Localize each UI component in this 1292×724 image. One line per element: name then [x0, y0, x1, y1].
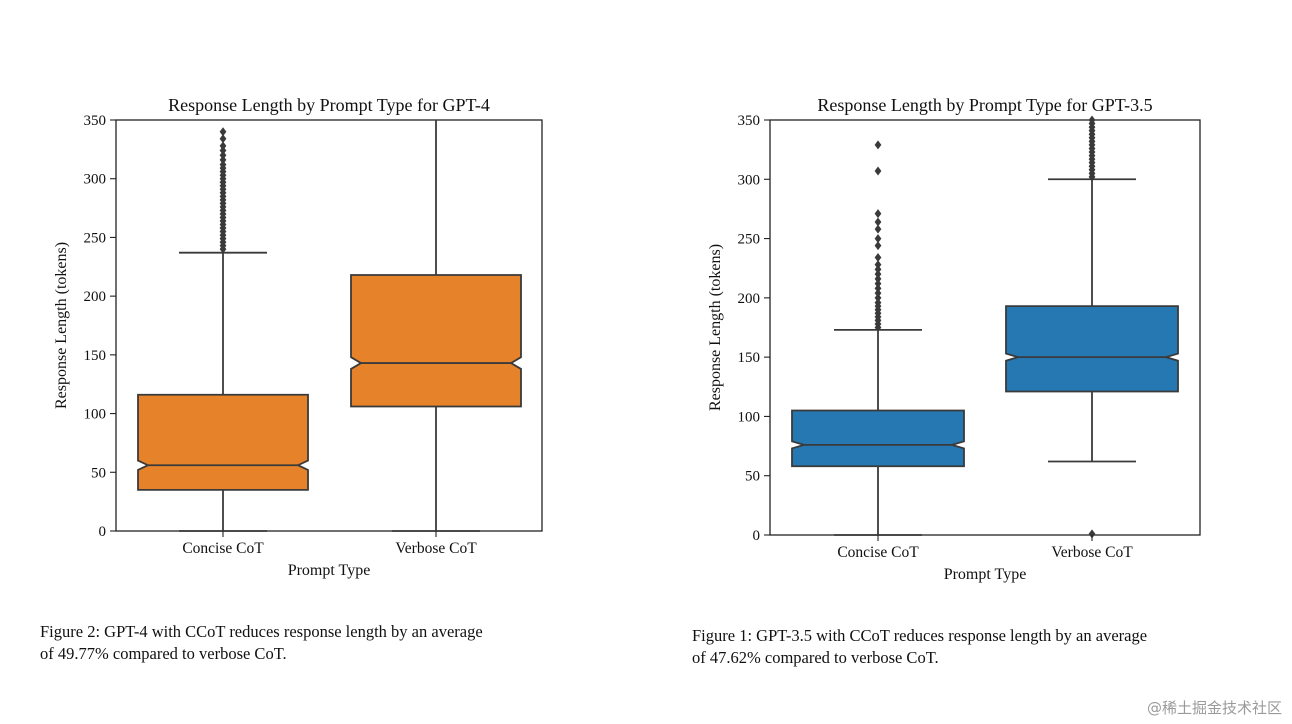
- outlier-point: [874, 209, 882, 219]
- chart-title-gpt4: Response Length by Prompt Type for GPT-4: [168, 95, 490, 115]
- y-tick-label-gpt4: 0: [99, 524, 107, 540]
- chart-gpt4: 0 50 100 150 200 250 300 350 Concise CoT Verbose …: [53, 95, 543, 579]
- y-tick-label-gpt4: 150: [84, 348, 107, 364]
- caption-gpt35-line-1: Figure 1: GPT-3.5 with CCoT reduces resp…: [692, 626, 1148, 645]
- caption-gpt4: Figure 2: GPT-4 with CCoT reduces respon…: [40, 621, 483, 665]
- outlier-point: [219, 160, 227, 170]
- y-tick-label-gpt4: 300: [84, 172, 107, 188]
- watermark: @稀土掘金技术社区: [1146, 699, 1282, 717]
- caption-gpt35-line-2: of 47.62% compared to verbose CoT.: [692, 648, 939, 667]
- outlier-point: [219, 155, 227, 165]
- box-gpt35-1: [1005, 115, 1179, 539]
- x-tick-label-gpt35: Verbose CoT: [1051, 544, 1133, 561]
- y-tick-label-gpt35: 150: [738, 350, 761, 366]
- outlier-point: [874, 274, 882, 284]
- outlier-point: [219, 134, 227, 144]
- outlier-point: [874, 298, 882, 308]
- outlier-point: [874, 279, 882, 289]
- y-tick-label-gpt4: 200: [84, 289, 107, 305]
- y-tick-label-gpt35: 350: [738, 113, 761, 129]
- caption-gpt4-line-2: of 49.77% compared to verbose CoT.: [40, 644, 287, 663]
- notched-box: [791, 409, 965, 468]
- y-tick-label-gpt35: 0: [753, 528, 761, 544]
- x-tick-label-gpt35: Concise CoT: [837, 544, 919, 561]
- outlier-point: [874, 264, 882, 274]
- caption-gpt4-line-1: Figure 2: GPT-4 with CCoT reduces respon…: [40, 622, 483, 641]
- y-tick-label-gpt35: 200: [738, 291, 761, 307]
- y-tick-label-gpt35: 50: [745, 469, 760, 485]
- notched-box: [137, 393, 309, 491]
- outlier-point: [219, 146, 227, 156]
- box-gpt4-0: [137, 127, 309, 532]
- y-tick-label-gpt35: 100: [738, 409, 761, 425]
- y-axis-label-gpt4: Response Length (tokens): [53, 242, 70, 409]
- y-tick-label-gpt4: 350: [84, 113, 107, 129]
- y-tick-label-gpt4: 100: [84, 407, 107, 423]
- outlier-point: [874, 288, 882, 298]
- outlier-point: [874, 224, 882, 234]
- outlier-point: [1088, 115, 1096, 125]
- outlier-point: [874, 293, 882, 303]
- chart-gpt35: 0 50 100 150 200 250 300 350 Concise CoT Verbose …: [707, 95, 1201, 583]
- outlier-point: [874, 234, 882, 244]
- notched-box: [350, 274, 522, 408]
- x-tick-label-gpt4: Verbose CoT: [395, 540, 477, 557]
- y-tick-label-gpt35: 250: [738, 232, 761, 248]
- chart-title-gpt35: Response Length by Prompt Type for GPT-3…: [817, 95, 1152, 115]
- outlier-point: [874, 241, 882, 251]
- outlier-point: [874, 140, 882, 150]
- outlier-point: [874, 217, 882, 227]
- caption-gpt35: Figure 1: GPT-3.5 with CCoT reduces resp…: [692, 625, 1147, 669]
- x-axis-label-gpt4: Prompt Type: [288, 562, 371, 579]
- outlier-point: [1088, 529, 1096, 539]
- outlier-point: [219, 141, 227, 151]
- outlier-point: [874, 269, 882, 279]
- x-axis-label-gpt35: Prompt Type: [944, 566, 1027, 583]
- outlier-point: [874, 166, 882, 176]
- y-tick-label-gpt4: 50: [91, 465, 106, 481]
- notched-box: [1005, 305, 1179, 393]
- outlier-point: [874, 283, 882, 293]
- outlier-point: [219, 150, 227, 160]
- outlier-point: [874, 260, 882, 270]
- outlier-point: [219, 127, 227, 137]
- y-tick-label-gpt35: 300: [738, 172, 761, 188]
- y-tick-label-gpt4: 250: [84, 230, 107, 246]
- y-axis-label-gpt35: Response Length (tokens): [707, 244, 724, 411]
- outlier-point: [874, 253, 882, 263]
- box-gpt35-0: [791, 140, 965, 536]
- x-tick-label-gpt4: Concise CoT: [182, 540, 264, 557]
